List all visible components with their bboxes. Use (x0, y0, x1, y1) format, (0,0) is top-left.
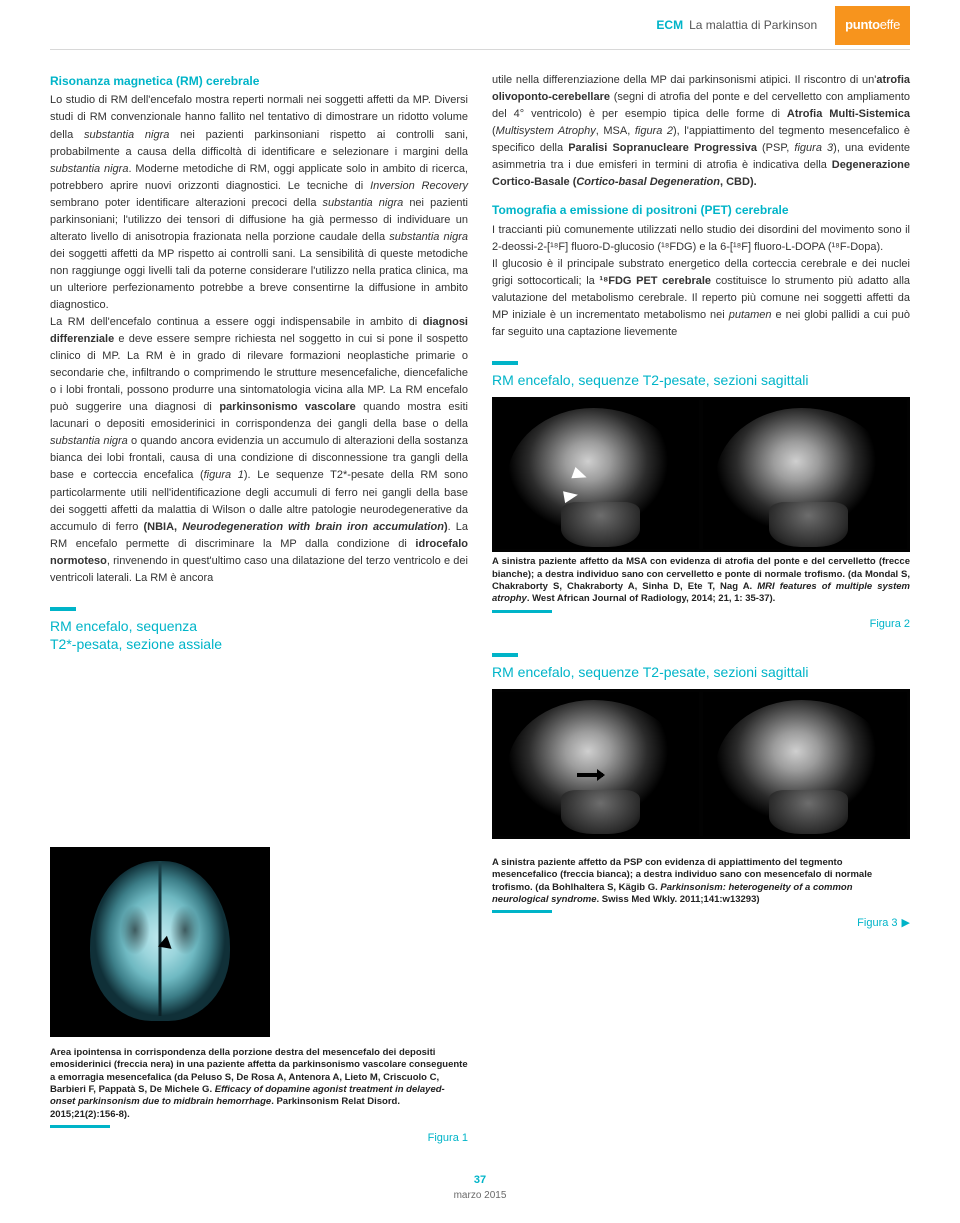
fig3-label: Figura 3▶ (492, 916, 910, 932)
page-number: 37 (50, 1173, 910, 1189)
heading-rm-cerebrale: Risonanza magnetica (RM) cerebrale (50, 72, 468, 91)
lower-grid: Area ipointensa in corrispondenza della … (50, 847, 910, 1147)
next-arrow-icon: ▶ (902, 917, 910, 929)
fig1-caption: Area ipointensa in corrispondenza della … (50, 1047, 468, 1121)
page-date: marzo 2015 (50, 1189, 910, 1204)
rule-icon (492, 610, 552, 613)
fig3-title: RM encefalo, sequenze T2-pesate, sezioni… (492, 663, 910, 681)
header-subject: La malattia di Parkinson (689, 17, 817, 34)
left-column: Risonanza magnetica (RM) cerebrale Lo st… (50, 72, 468, 839)
fig1-block: Area ipointensa in corrispondenza della … (50, 847, 468, 1147)
page-footer: 37 marzo 2015 (50, 1173, 910, 1203)
fig1-image (50, 847, 270, 1037)
fig3-caption-block: A sinistra paziente affetto da PSP con e… (492, 847, 910, 1147)
fig3-caption: A sinistra paziente affetto da PSP con e… (492, 857, 910, 906)
rule-icon (492, 910, 552, 913)
main-columns: Risonanza magnetica (RM) cerebrale Lo st… (50, 72, 910, 839)
fig2-image (492, 397, 910, 552)
right-para-3: Il glucosio è il principale substrato en… (492, 256, 910, 341)
heading-pet: Tomografia a emissione di positroni (PET… (492, 201, 910, 220)
fig2-caption: A sinistra paziente affetto da MSA con e… (492, 556, 910, 605)
page-header: ECM La malattia di Parkinson puntoeffe (50, 0, 910, 50)
rule-icon (492, 653, 518, 657)
brand-a: punto (845, 17, 880, 32)
brand-box: puntoeffe (835, 6, 910, 45)
rule-icon (492, 361, 518, 365)
brand-b: effe (880, 17, 900, 32)
fig1-label: Figura 1 (50, 1131, 468, 1147)
right-column: utile nella differenziazione della MP da… (492, 72, 910, 839)
fig3-image (492, 689, 910, 839)
fig2-label: Figura 2 (492, 616, 910, 633)
left-para-1: Lo studio di RM dell'encefalo mostra rep… (50, 92, 468, 314)
right-para-1: utile nella differenziazione della MP da… (492, 72, 910, 191)
fig1-title: RM encefalo, sequenza T2*-pesata, sezion… (50, 617, 468, 653)
left-para-2: La RM dell'encefalo continua a essere og… (50, 314, 468, 587)
right-para-2: I traccianti più comunemente utilizzati … (492, 222, 910, 256)
rule-icon (50, 607, 76, 611)
fig2-title: RM encefalo, sequenze T2-pesate, sezioni… (492, 371, 910, 389)
rule-icon (50, 1125, 110, 1128)
header-category: ECM (656, 17, 683, 34)
